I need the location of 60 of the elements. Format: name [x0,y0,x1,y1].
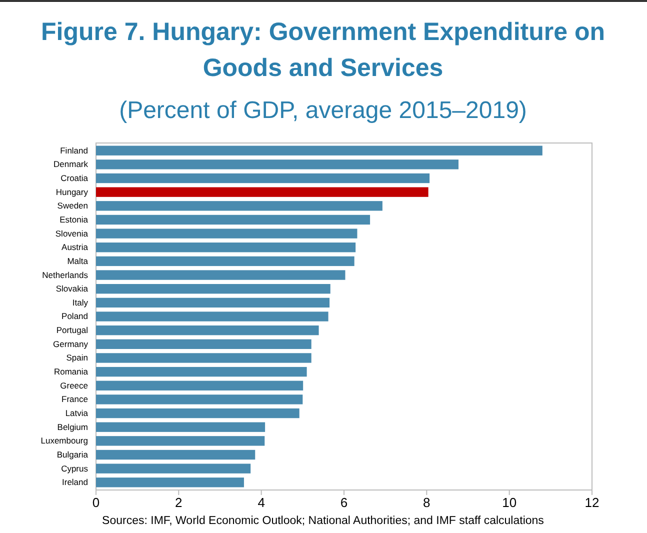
y-tick-label: Netherlands [42,270,88,280]
bar [96,214,370,225]
source-note: Sources: IMF, World Economic Outlook; National Authorities; and IMF staff calculations [102,515,544,527]
bar [96,325,319,336]
bar [96,228,358,238]
bar [96,256,354,266]
y-tick-label: Italy [72,297,89,308]
bar [96,187,428,197]
y-tick-label: Slovakia [56,284,88,294]
y-tick-label: Spain [66,352,88,363]
y-tick-label: France [62,394,88,404]
bar [96,298,330,308]
bar [96,422,266,432]
x-tick-label: 4 [258,495,265,510]
y-tick-label: Hungary [56,186,89,197]
y-tick-label: Finland [60,145,88,156]
y-tick-label: Poland [62,311,88,322]
y-tick-label: Romania [54,366,88,377]
y-tick-label: Greece [60,380,88,390]
y-tick-label: Croatia [60,172,88,183]
bar [96,464,251,474]
bar [96,450,256,460]
x-tick-label: 2 [175,495,182,510]
x-tick-label: 12 [584,495,600,510]
bar [96,353,312,363]
x-tick-label: 10 [502,495,517,510]
bar [96,146,542,156]
bar [96,160,458,170]
y-tick-label: Germany [53,338,89,349]
y-tick-label: Malta [67,256,88,266]
bar [96,436,265,446]
bar [96,478,244,488]
bar [96,380,304,390]
bar [96,201,382,211]
x-tick-label: 0 [92,495,100,510]
y-tick-label: Latvia [65,408,88,418]
bar [96,339,312,349]
y-tick-label: Belgium [57,422,88,432]
y-tick-label: Ireland [62,477,88,488]
chart-subtitle: (Percent of GDP, average 2015–2019) [119,97,527,124]
bar [96,284,330,294]
bar [96,242,356,252]
x-tick-label: 8 [423,495,430,510]
bar [96,394,303,404]
y-tick-label: Portugal [56,325,88,336]
chart-title: Figure 7. Hungary: Government Expenditure on Goods and Services [41,18,605,82]
y-tick-label: Bulgaria [56,449,88,460]
bar [96,366,307,377]
bar [96,270,346,280]
y-tick-label: Sweden [57,200,88,211]
bar [96,312,328,322]
y-tick-label: Cyprus [61,463,88,474]
y-tick-label: Luxembourg [40,436,88,446]
y-tick-label: Slovenia [55,228,88,238]
y-tick-label: Austria [62,242,88,252]
y-tick-label: Denmark [54,159,89,170]
x-tick-label: 6 [340,495,348,510]
y-tick-label: Estonia [60,214,88,224]
bar [96,173,430,184]
bar [96,408,300,418]
